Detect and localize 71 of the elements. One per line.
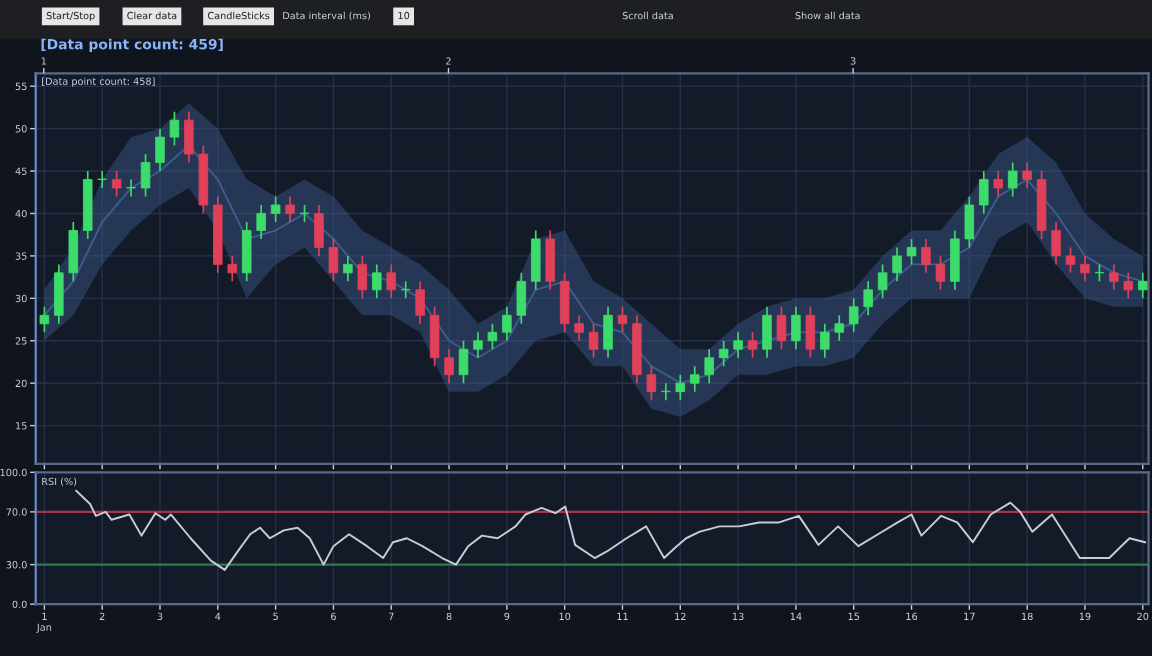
candlestick <box>877 263 888 300</box>
candlestick <box>935 255 946 291</box>
candlestick <box>689 365 700 393</box>
candlestick <box>97 170 107 189</box>
candlestick <box>820 322 830 359</box>
candlestick <box>559 272 570 334</box>
candlestick <box>68 221 79 283</box>
candlestick <box>111 170 122 198</box>
candlestick <box>516 272 527 325</box>
candlestick <box>400 280 411 300</box>
candlestick <box>227 255 238 283</box>
candlestick <box>718 339 729 368</box>
candlestick <box>1022 161 1032 189</box>
candlestick <box>343 255 353 283</box>
candlestick <box>661 382 671 401</box>
candlestick <box>646 365 657 401</box>
candlestick <box>906 238 917 266</box>
candlestick <box>1080 255 1090 283</box>
candlestick <box>415 280 425 325</box>
candlestick <box>805 305 816 359</box>
candlestick <box>314 204 324 257</box>
candlestick <box>834 314 845 342</box>
candlestick <box>285 195 295 223</box>
candlestick <box>776 305 787 351</box>
candlestick <box>993 170 1003 198</box>
candlestick <box>791 305 801 351</box>
candlestick <box>950 229 960 291</box>
candlestick <box>256 204 266 240</box>
candlestick <box>169 110 180 147</box>
candlestick <box>733 331 743 359</box>
candlestick <box>39 305 50 334</box>
candlestick <box>155 127 165 172</box>
candlestick <box>328 238 339 283</box>
candlestick <box>892 246 902 283</box>
candlestick <box>429 305 440 368</box>
candlestick <box>979 170 989 215</box>
candlestick <box>372 263 382 300</box>
candlestick <box>270 195 281 223</box>
candlestick <box>502 305 512 342</box>
candlestick <box>1138 272 1148 300</box>
candlestick <box>54 263 64 325</box>
candlestick <box>487 322 498 351</box>
candlestick <box>863 280 873 317</box>
candlestick <box>1065 246 1076 274</box>
line-series <box>75 489 1147 571</box>
candlestick <box>675 373 686 401</box>
candlestick <box>126 178 136 198</box>
candlestick <box>747 331 758 359</box>
candlestick <box>921 238 931 274</box>
candlestick <box>1109 263 1119 291</box>
candlestick <box>357 255 368 300</box>
candlestick <box>603 305 613 359</box>
candlestick <box>574 314 584 342</box>
candlestick <box>1007 161 1018 198</box>
candlestick <box>531 229 541 291</box>
candlestick <box>848 297 859 334</box>
candlestick <box>1123 272 1134 300</box>
candlestick <box>964 195 975 249</box>
candlestick <box>184 110 194 164</box>
candlestick <box>444 348 454 385</box>
candlestick <box>588 322 599 359</box>
candlestick <box>473 331 483 359</box>
candlestick <box>617 305 628 334</box>
candlestick <box>545 229 555 291</box>
candlestick <box>458 339 469 385</box>
candlestick <box>140 153 151 198</box>
candlestick <box>762 305 772 359</box>
candlestick <box>241 221 252 283</box>
candlestick <box>386 263 396 300</box>
candlestick <box>704 348 714 385</box>
candlestick <box>1051 221 1061 266</box>
